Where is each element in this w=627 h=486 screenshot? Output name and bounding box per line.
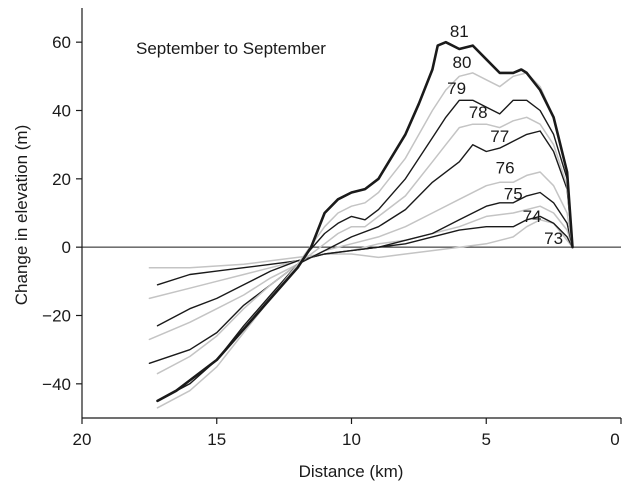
series-line-77 xyxy=(148,171,574,341)
x-tick-label: 5 xyxy=(482,430,491,449)
x-axis-label: Distance (km) xyxy=(299,462,404,481)
y-tick-label: 0 xyxy=(62,238,71,257)
series-group xyxy=(148,40,574,409)
curve-label-75: 75 xyxy=(504,184,523,203)
curve-label-81: 81 xyxy=(450,22,469,41)
series-line-82 xyxy=(156,40,574,403)
axes-group: 60 40 20 0 −20 −40 20 15 10 5 0 xyxy=(42,8,622,449)
series-line-78 xyxy=(148,130,574,364)
chart-title: September to September xyxy=(136,39,326,58)
series-line-80 xyxy=(156,99,574,402)
series-line-74 xyxy=(156,215,574,286)
curve-label-79: 79 xyxy=(447,79,466,98)
x-tick-label: 20 xyxy=(73,430,92,449)
y-tick-label: 20 xyxy=(52,170,71,189)
x-tick-label: 10 xyxy=(342,430,361,449)
y-axis-label: Change in elevation (m) xyxy=(12,125,31,305)
curve-label-74: 74 xyxy=(523,207,542,226)
y-tick-label: −40 xyxy=(42,375,71,394)
y-tick-label: −20 xyxy=(42,307,71,326)
curve-label-78: 78 xyxy=(469,103,488,122)
curve-label-77: 77 xyxy=(490,127,509,146)
curve-label-80: 80 xyxy=(453,53,472,72)
curve-label-73: 73 xyxy=(544,229,563,248)
x-tick-label: 15 xyxy=(207,430,226,449)
series-line-75 xyxy=(148,205,574,300)
curve-label-76: 76 xyxy=(496,159,515,178)
y-tick-label: 40 xyxy=(52,102,71,121)
series-line-76 xyxy=(156,191,574,327)
x-tick-label: 0 xyxy=(610,430,619,449)
y-tick-label: 60 xyxy=(52,33,71,52)
series-line-79 xyxy=(156,116,574,375)
series-line-73 xyxy=(148,219,574,269)
